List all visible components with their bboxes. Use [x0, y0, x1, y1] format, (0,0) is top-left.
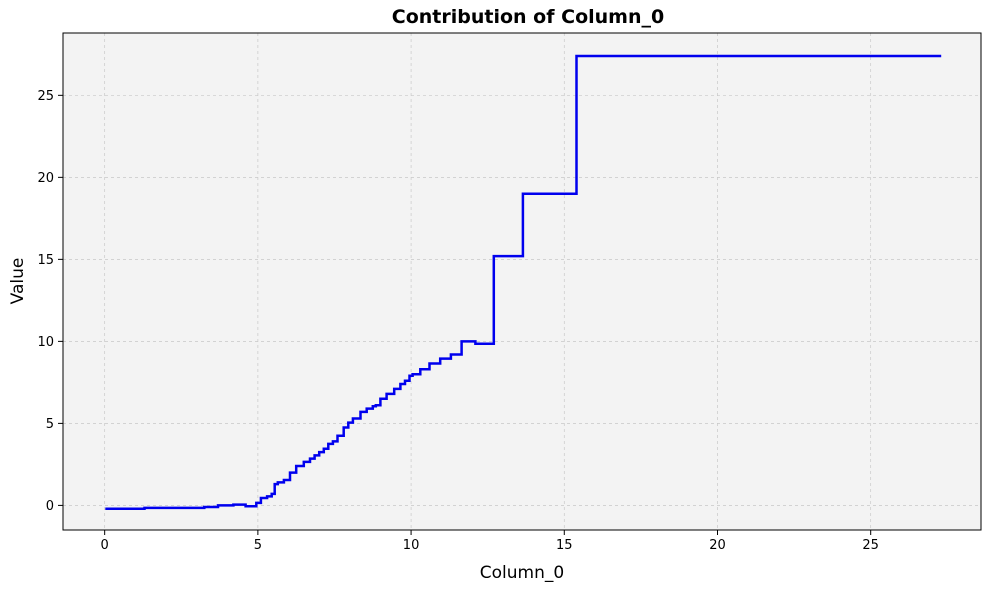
y-tick-label: 20 — [37, 171, 54, 186]
y-tick-label: 0 — [46, 499, 54, 514]
y-tick-label: 15 — [37, 253, 54, 268]
x-tick-label: 20 — [709, 538, 726, 553]
x-tick-label: 0 — [101, 538, 109, 553]
x-axis-title: Column_0 — [480, 563, 564, 583]
plot-frame — [62, 32, 982, 531]
grid-lines — [63, 33, 981, 530]
axis-ticks: 0 5 10 15 20 25 0 5 10 15 20 25 — [37, 89, 879, 553]
plot-area — [63, 33, 981, 530]
x-tick-label: 15 — [556, 538, 573, 553]
y-tick-label: 5 — [46, 417, 54, 432]
x-tick-label: 25 — [862, 538, 879, 553]
x-tick-label: 5 — [254, 538, 262, 553]
series-line — [105, 54, 942, 510]
y-tick-label: 25 — [37, 89, 54, 104]
series-layer — [105, 54, 942, 510]
chart-title: Contribution of Column_0 — [392, 6, 664, 28]
y-tick-label: 10 — [37, 335, 54, 350]
y-axis-title: Value — [8, 258, 28, 305]
x-tick-label: 10 — [403, 538, 420, 553]
